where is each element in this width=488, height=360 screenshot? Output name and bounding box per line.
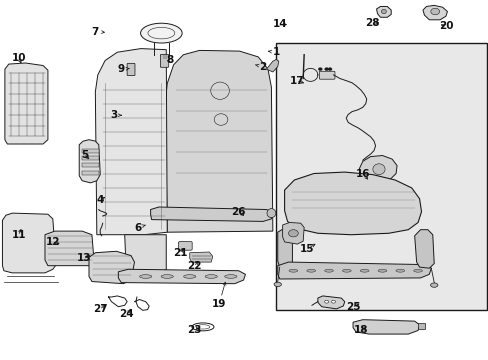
Text: 11: 11 bbox=[11, 230, 26, 240]
Text: 10: 10 bbox=[11, 53, 26, 63]
Polygon shape bbox=[79, 140, 100, 183]
Bar bbox=[417, 323, 425, 329]
Text: 12: 12 bbox=[45, 237, 60, 247]
Polygon shape bbox=[266, 59, 278, 72]
Bar bbox=[82, 156, 99, 160]
Polygon shape bbox=[89, 251, 134, 284]
Bar bbox=[276, 43, 486, 310]
Text: 18: 18 bbox=[353, 325, 367, 336]
Circle shape bbox=[324, 300, 328, 303]
Bar bbox=[82, 149, 99, 153]
Text: 7: 7 bbox=[91, 27, 104, 37]
FancyBboxPatch shape bbox=[160, 54, 168, 67]
Text: 15: 15 bbox=[299, 244, 314, 254]
Ellipse shape bbox=[140, 275, 151, 278]
Bar bbox=[82, 171, 99, 175]
Circle shape bbox=[318, 68, 322, 71]
Ellipse shape bbox=[183, 275, 195, 278]
Ellipse shape bbox=[342, 269, 350, 272]
Polygon shape bbox=[189, 252, 212, 262]
Text: 5: 5 bbox=[81, 150, 89, 160]
Ellipse shape bbox=[306, 269, 315, 272]
Text: 26: 26 bbox=[231, 207, 245, 217]
Text: 17: 17 bbox=[289, 76, 304, 86]
FancyBboxPatch shape bbox=[319, 71, 334, 79]
Ellipse shape bbox=[430, 8, 439, 15]
Text: 19: 19 bbox=[211, 282, 226, 309]
Polygon shape bbox=[118, 269, 245, 284]
Ellipse shape bbox=[413, 269, 422, 272]
Polygon shape bbox=[359, 156, 396, 183]
Text: 1: 1 bbox=[268, 47, 279, 57]
Text: 25: 25 bbox=[345, 302, 360, 312]
Polygon shape bbox=[45, 231, 94, 266]
Text: 22: 22 bbox=[187, 261, 202, 271]
Polygon shape bbox=[150, 207, 272, 221]
FancyBboxPatch shape bbox=[178, 242, 192, 250]
Ellipse shape bbox=[395, 269, 404, 272]
Ellipse shape bbox=[429, 283, 437, 287]
Text: 27: 27 bbox=[93, 304, 107, 314]
Text: 8: 8 bbox=[166, 55, 173, 66]
Polygon shape bbox=[5, 63, 48, 144]
Bar bbox=[82, 163, 99, 167]
Circle shape bbox=[327, 68, 331, 71]
Ellipse shape bbox=[224, 275, 236, 278]
Ellipse shape bbox=[381, 9, 386, 14]
Ellipse shape bbox=[377, 269, 386, 272]
Polygon shape bbox=[352, 320, 419, 334]
Polygon shape bbox=[414, 230, 433, 268]
Text: 6: 6 bbox=[134, 222, 145, 233]
Polygon shape bbox=[277, 229, 292, 267]
Text: 20: 20 bbox=[438, 21, 452, 31]
Polygon shape bbox=[124, 235, 166, 273]
Ellipse shape bbox=[141, 23, 182, 43]
Polygon shape bbox=[284, 172, 421, 235]
Text: 4: 4 bbox=[96, 195, 104, 205]
Ellipse shape bbox=[288, 269, 297, 272]
Ellipse shape bbox=[324, 269, 333, 272]
FancyBboxPatch shape bbox=[127, 63, 135, 76]
Polygon shape bbox=[277, 262, 430, 279]
Text: 14: 14 bbox=[272, 19, 286, 30]
Circle shape bbox=[324, 68, 328, 71]
Polygon shape bbox=[2, 213, 56, 273]
Text: 23: 23 bbox=[187, 325, 202, 336]
Ellipse shape bbox=[266, 209, 275, 217]
Polygon shape bbox=[165, 50, 272, 232]
Polygon shape bbox=[317, 296, 344, 309]
Ellipse shape bbox=[360, 269, 368, 272]
Text: 3: 3 bbox=[110, 110, 121, 120]
Text: 21: 21 bbox=[172, 248, 187, 258]
Text: 2: 2 bbox=[255, 62, 266, 72]
Ellipse shape bbox=[372, 164, 385, 175]
Polygon shape bbox=[376, 6, 390, 17]
Ellipse shape bbox=[204, 275, 217, 278]
Polygon shape bbox=[422, 5, 447, 20]
Circle shape bbox=[288, 230, 298, 237]
Circle shape bbox=[331, 300, 335, 303]
Polygon shape bbox=[282, 222, 304, 244]
Ellipse shape bbox=[273, 282, 281, 287]
Text: 24: 24 bbox=[119, 309, 133, 319]
Text: 16: 16 bbox=[355, 168, 369, 179]
Ellipse shape bbox=[161, 275, 173, 278]
Text: 28: 28 bbox=[365, 18, 379, 28]
Text: 13: 13 bbox=[77, 253, 91, 264]
Text: 9: 9 bbox=[118, 64, 129, 74]
Polygon shape bbox=[95, 49, 167, 235]
